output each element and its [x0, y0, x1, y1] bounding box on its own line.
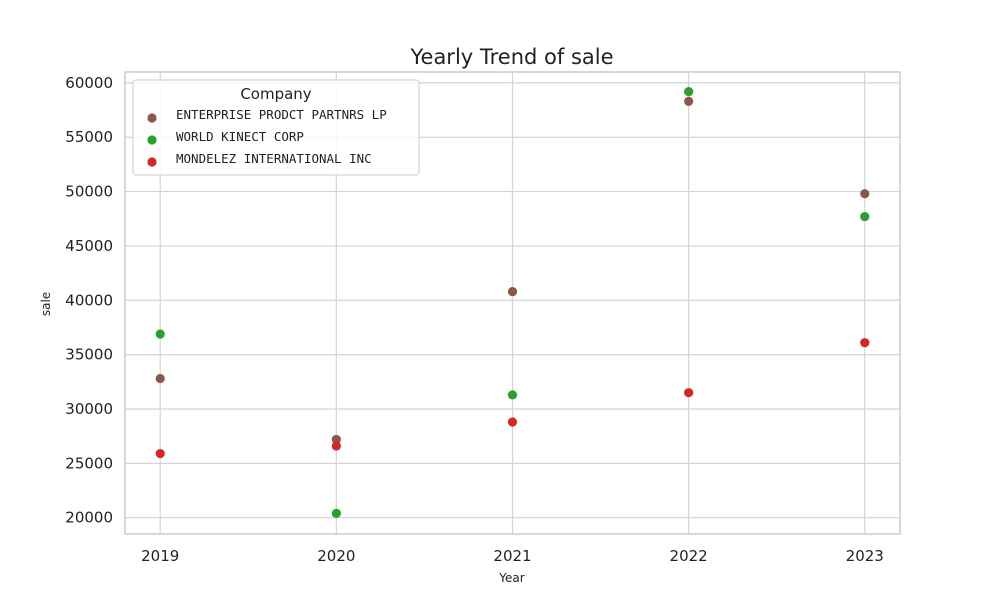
- data-point: [860, 338, 870, 348]
- legend-entry-label: ENTERPRISE PRODCT PARTNRS LP: [176, 107, 387, 122]
- chart-title: Yearly Trend of sale: [409, 45, 613, 69]
- y-tick-label: 20000: [65, 509, 113, 527]
- data-point: [331, 434, 341, 445]
- data-points: [155, 86, 870, 518]
- data-point: [684, 388, 694, 398]
- y-tick-label: 50000: [65, 183, 113, 201]
- plot-frame: [124, 71, 901, 535]
- data-point: [331, 441, 341, 451]
- data-point: [507, 417, 518, 427]
- legend-entry-label: MONDELEZ INTERNATIONAL INC: [176, 151, 372, 166]
- y-tick-label: 35000: [65, 346, 113, 364]
- x-tick-label: 2022: [670, 547, 708, 565]
- data-point: [684, 86, 694, 97]
- y-tick-label: 60000: [65, 74, 113, 92]
- x-tick-label: 2021: [493, 547, 531, 565]
- data-point: [331, 508, 341, 518]
- data-point: [155, 329, 165, 339]
- y-tick-label: 45000: [65, 237, 113, 255]
- legend-entry-label: WORLD KINECT CORP: [176, 129, 304, 144]
- legend-box: [132, 79, 420, 176]
- y-tick-label: 25000: [65, 454, 113, 472]
- legend-marker: [147, 135, 157, 145]
- x-axis-label: Year: [498, 571, 524, 585]
- x-tick-label: 2020: [317, 547, 355, 565]
- legend-title: Company: [240, 85, 311, 103]
- data-point: [507, 390, 518, 400]
- y-axis-label: sale: [39, 292, 53, 316]
- legend-items: ENTERPRISE PRODCT PARTNRS LP WORLD KINECT…: [147, 107, 387, 167]
- y-tick-label: 40000: [65, 291, 113, 309]
- data-point: [155, 373, 165, 384]
- legend: Company ENTERPRISE PRODCT PARTNRS LP WORL…: [132, 79, 420, 176]
- legend-marker: [147, 157, 157, 167]
- x-tick-label: 2023: [846, 547, 884, 565]
- data-point: [860, 189, 870, 199]
- x-tick-label: 2019: [141, 547, 179, 565]
- data-point: [860, 211, 870, 222]
- data-point: [507, 286, 518, 297]
- y-tick-label: 55000: [65, 128, 113, 146]
- legend-marker: [147, 113, 157, 123]
- data-point: [684, 96, 694, 106]
- tick-labels: 20000 25000 30000 35000 40000 45000 50000 55000…: [65, 74, 884, 565]
- y-tick-label: 30000: [65, 400, 113, 418]
- data-point: [155, 448, 165, 459]
